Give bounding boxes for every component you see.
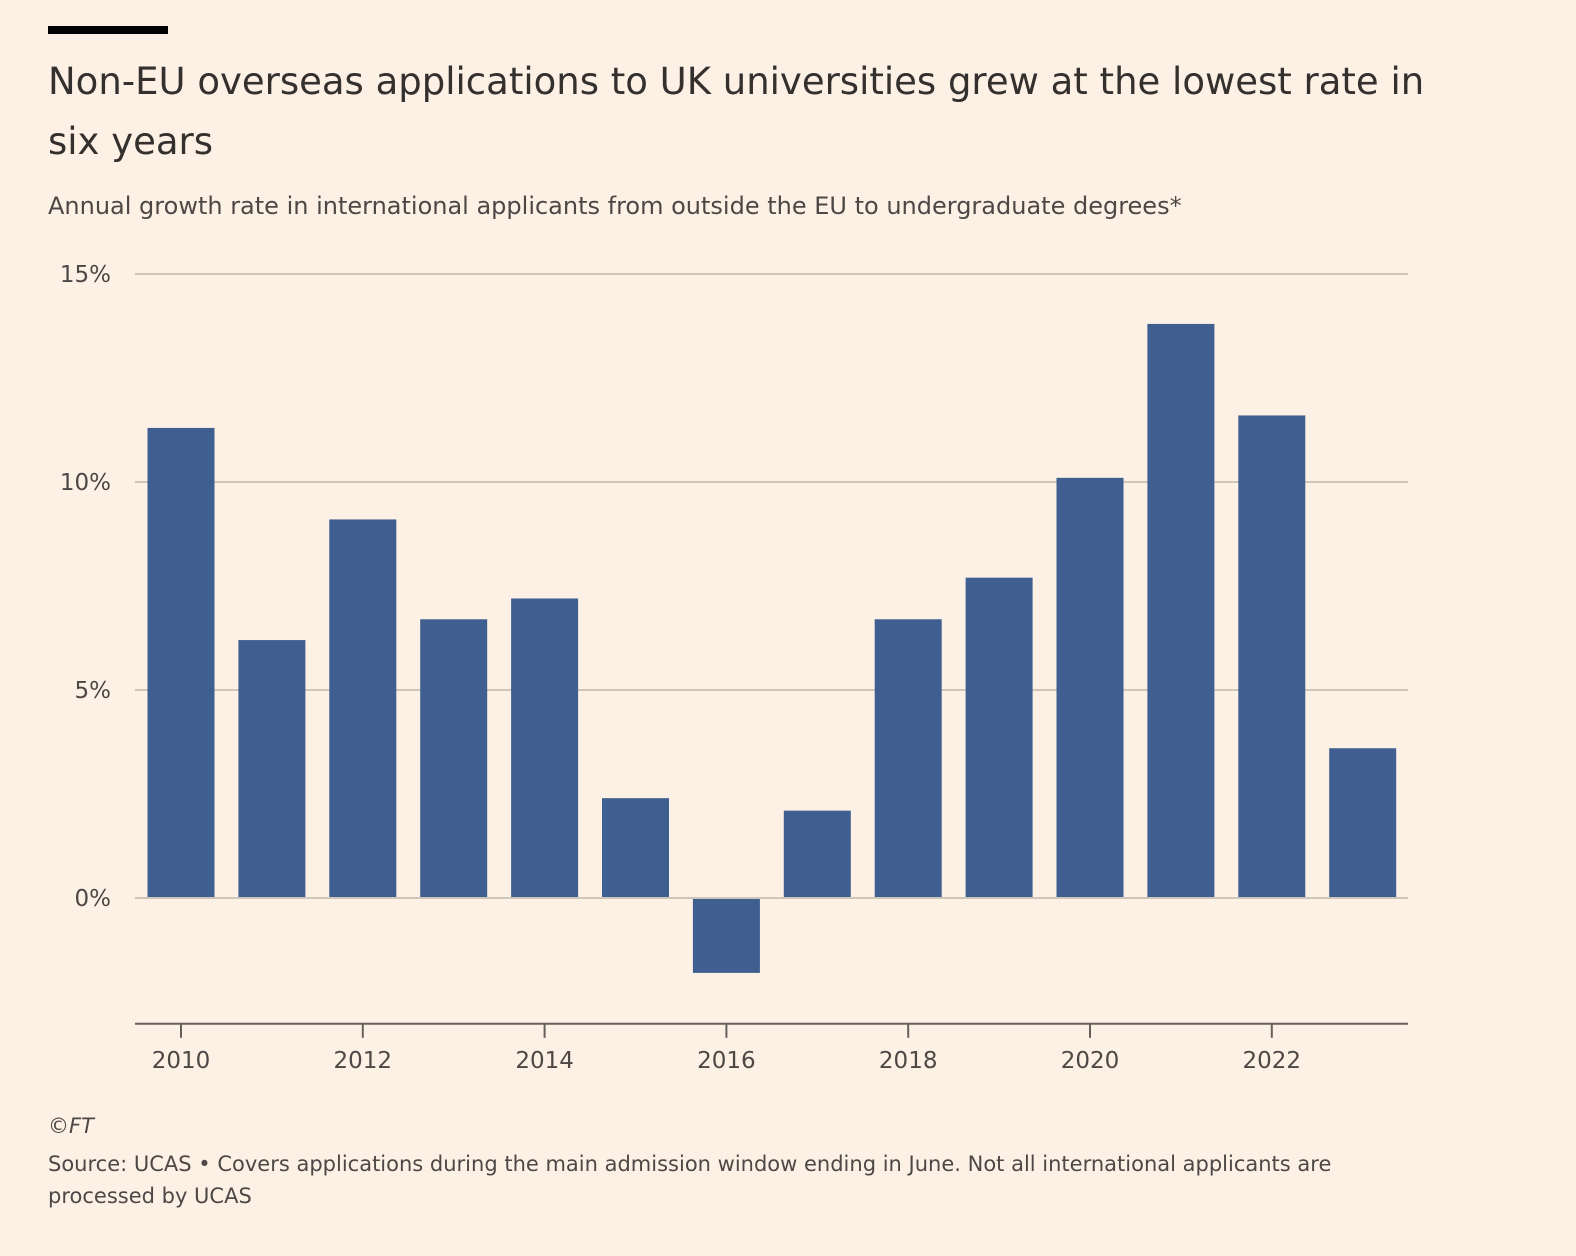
bar-2018: [874, 619, 942, 898]
x-tick-label: 2020: [1061, 1048, 1120, 1074]
y-tick-label: 0%: [75, 886, 112, 912]
x-tick-label: 2022: [1243, 1048, 1302, 1074]
chart-title: Non-EU overseas applications to UK unive…: [48, 60, 1425, 163]
bar-2017: [783, 810, 851, 898]
x-tick-label: 2018: [879, 1048, 938, 1074]
ft-credit: ©FT: [48, 1114, 94, 1138]
bar-2020: [1056, 477, 1124, 898]
bar-2021: [1147, 323, 1215, 898]
y-tick-label: 5%: [75, 678, 112, 704]
bar-2013: [420, 619, 488, 898]
chart-subtitle: Annual growth rate in international appl…: [48, 192, 1182, 220]
x-tick-label: 2016: [697, 1048, 756, 1074]
bar-2014: [511, 598, 579, 898]
bar-2015: [602, 798, 669, 898]
y-tick-label: 15%: [60, 262, 111, 288]
bar-2011: [238, 640, 306, 898]
x-tick-label: 2014: [515, 1048, 574, 1074]
bar-chart: 0% 5% 10% 15% 2010 2012 2014 2016 2018 2020 2022: [60, 262, 1408, 1074]
x-tick-label: 2010: [152, 1048, 211, 1074]
bar-2012: [329, 519, 397, 898]
header-accent-bar: [48, 26, 168, 34]
bar-2022: [1238, 415, 1306, 898]
bar-2016: [692, 898, 760, 973]
bar-2019: [965, 577, 1033, 898]
bar-2023: [1329, 748, 1397, 898]
x-tick-label: 2012: [334, 1048, 393, 1074]
bar-2010: [147, 427, 215, 898]
source-note: Source: UCAS • Covers applications durin…: [48, 1152, 1332, 1208]
y-tick-label: 10%: [60, 470, 111, 496]
